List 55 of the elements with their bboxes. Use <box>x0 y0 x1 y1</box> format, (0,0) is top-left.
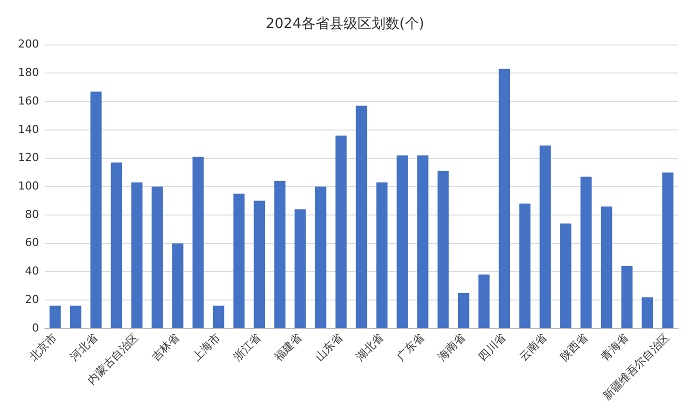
bar <box>335 136 347 328</box>
bar <box>233 194 245 328</box>
x-tick-label: 浙江省 <box>231 331 264 364</box>
bar <box>519 204 530 328</box>
x-tick-label: 四川省 <box>476 331 509 364</box>
bar <box>274 180 286 328</box>
bar <box>172 243 184 328</box>
y-tick-label: 140 <box>18 122 39 136</box>
y-tick-label: 180 <box>18 66 39 80</box>
bar <box>498 68 510 328</box>
x-tick-label: 云南省 <box>516 331 550 364</box>
bar <box>417 155 428 328</box>
bar <box>212 306 224 328</box>
bar <box>131 182 142 328</box>
x-tick-label: 福建省 <box>272 331 304 364</box>
y-tick-label: 160 <box>18 94 39 108</box>
bar <box>254 200 266 328</box>
bar <box>600 206 612 328</box>
x-tick-label: 河北省 <box>68 331 100 364</box>
bar <box>192 156 204 328</box>
bar <box>152 186 163 328</box>
y-tick-label: 40 <box>24 264 39 278</box>
bar <box>294 209 306 328</box>
bar <box>356 106 368 328</box>
x-tick-label: 吉林省 <box>149 331 182 364</box>
x-tick-label: 湖北省 <box>354 331 386 364</box>
x-tick-label: 广东省 <box>394 331 427 364</box>
bar <box>621 266 633 328</box>
bar <box>396 155 408 328</box>
y-tick-label: 200 <box>18 38 39 51</box>
bar <box>70 306 82 328</box>
bar <box>560 223 572 328</box>
x-tick-label: 山东省 <box>312 331 346 364</box>
bar <box>540 145 551 328</box>
y-tick-label: 60 <box>24 236 39 250</box>
bar <box>376 182 388 328</box>
bar <box>315 186 326 328</box>
bar <box>90 92 102 328</box>
y-tick-label: 80 <box>24 208 39 221</box>
bar <box>478 274 490 328</box>
y-tick-label: 100 <box>18 179 39 192</box>
bar <box>438 171 449 328</box>
chart-title: 2024各省县级区划数(个) <box>266 16 424 32</box>
bar <box>458 292 470 328</box>
bar <box>580 176 592 328</box>
y-tick-label: 20 <box>24 292 39 306</box>
x-tick-label: 青海省 <box>598 331 632 364</box>
bar <box>110 162 122 328</box>
bar <box>50 306 61 328</box>
x-tick-label: 上海市 <box>190 331 223 364</box>
x-tick-label: 陕西省 <box>558 331 590 364</box>
bar <box>662 172 674 328</box>
y-tick-label: 120 <box>18 151 39 164</box>
x-tick-label: 海南省 <box>435 331 468 364</box>
bar <box>642 297 653 328</box>
